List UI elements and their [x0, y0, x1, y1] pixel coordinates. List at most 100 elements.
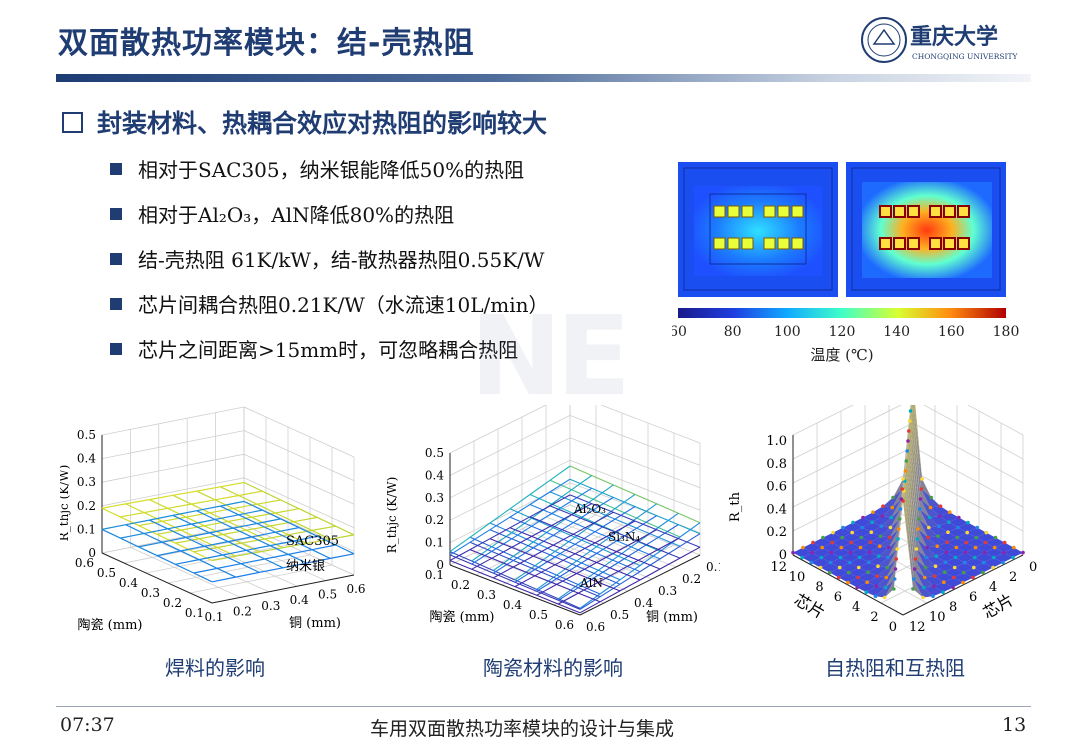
surface-marker: [966, 520, 970, 525]
y-tick-label: 2: [1009, 570, 1017, 585]
surface-marker: [869, 530, 874, 534]
surface-marker: [889, 515, 894, 520]
surface-marker: [887, 545, 891, 550]
thermal-map-right: [846, 162, 1006, 297]
surface-marker: [962, 570, 966, 575]
surface-patch: [927, 546, 947, 557]
surface-marker: [927, 525, 931, 530]
surface-patch: [842, 532, 862, 543]
x-tick-label: 0.5: [97, 566, 116, 580]
surface-marker: [922, 575, 927, 580]
surface-marker: [962, 560, 967, 565]
surface-patch: [1003, 547, 1023, 558]
surface-mesh-line: [101, 481, 245, 509]
surface-marker: [938, 504, 943, 508]
square-bullet-icon: [110, 253, 122, 265]
surface-marker: [880, 514, 884, 518]
surface-marker: [954, 545, 959, 550]
surface-marker: [908, 409, 913, 413]
surface-patch: [872, 516, 892, 527]
surface-mesh-line: [449, 465, 571, 553]
x-tick-label: 0.1: [425, 568, 444, 582]
surface-patch: [935, 562, 955, 573]
surface-marker: [857, 565, 861, 570]
grid-line: [449, 482, 571, 543]
surface-marker: [927, 515, 932, 520]
grid-line: [569, 437, 701, 489]
surface-marker: [1012, 545, 1016, 550]
surface-marker: [934, 554, 939, 558]
surface-marker: [875, 574, 879, 578]
surface-patch: [947, 537, 967, 548]
surface-patch: [967, 527, 987, 538]
surface-patch: [873, 506, 893, 517]
surface-mesh-line: [558, 524, 679, 601]
grid-line: [792, 446, 914, 508]
surface-marker: [920, 477, 924, 481]
surface-marker: [898, 507, 903, 511]
surface-patch: [849, 557, 869, 568]
x-tick-label: 4: [852, 600, 860, 615]
university-logo-en: CHONGQING UNIVERSITY: [912, 52, 1019, 61]
surface-marker: [859, 535, 864, 540]
surface-marker: [892, 587, 896, 591]
x-tick-label: 0.2: [163, 596, 182, 610]
grid-line: [912, 446, 1024, 508]
surface-marker: [870, 520, 874, 524]
surface-marker: [957, 515, 961, 520]
grid-line: [569, 459, 701, 511]
z-tick-label: 0.4: [77, 452, 96, 466]
surface-patch: [858, 572, 878, 583]
surface-patch: [867, 576, 887, 587]
surface-marker: [1002, 550, 1006, 555]
colorbar-tick-label: 60: [672, 324, 687, 340]
surface-marker: [932, 574, 937, 578]
surface-mesh-line: [493, 496, 614, 574]
surface-marker: [881, 504, 885, 508]
surface-marker: [982, 550, 987, 555]
surface-marker: [821, 535, 825, 540]
surface-patch: [857, 582, 877, 593]
surface-marker: [912, 567, 917, 571]
surface-patch: [859, 552, 879, 563]
x-axis-label: 陶瓷 (mm): [78, 617, 143, 633]
z-tick-label: 0.5: [77, 428, 96, 442]
z-tick-label: 0.3: [77, 475, 96, 489]
surface-marker: [867, 550, 872, 554]
surface-marker: [982, 560, 986, 565]
surface-marker: [876, 564, 880, 568]
series-label: AlN: [579, 576, 603, 590]
grid-line: [101, 477, 245, 507]
grid-line: [449, 405, 547, 454]
surface-marker: [873, 594, 878, 598]
surface-marker: [864, 590, 869, 594]
surface-patch: [869, 546, 889, 557]
colorbar-tick-label: 140: [883, 324, 910, 340]
surface-marker: [952, 565, 957, 570]
surface-marker: [928, 505, 933, 510]
surface-patch: [928, 536, 948, 547]
surface-mesh-line: [536, 503, 658, 590]
surface-marker: [942, 580, 946, 584]
surface-marker: [937, 524, 941, 528]
grid-line: [243, 406, 355, 458]
surface-patch: [802, 552, 822, 563]
surface-marker: [981, 570, 985, 575]
surface-patch: [904, 481, 924, 588]
surface-marker: [851, 520, 855, 525]
surface-marker: [953, 555, 958, 560]
surface-mesh-line: [514, 493, 636, 581]
grid-line: [600, 405, 701, 444]
surface-patch: [958, 522, 978, 533]
z-tick-label: 0.2: [766, 525, 787, 540]
surface-marker: [974, 535, 979, 540]
surface-marker: [841, 525, 845, 530]
section-heading: 封装材料、热耦合效应对热阻的影响较大: [62, 104, 547, 140]
colorbar-tick-label: 100: [774, 324, 801, 340]
surface-marker: [992, 545, 997, 550]
colorbar-tick-label: 160: [938, 324, 965, 340]
surface-patch: [993, 552, 1013, 563]
surface-patch: [963, 567, 983, 578]
y-tick-label: 12: [909, 620, 926, 635]
surface-marker: [848, 550, 853, 555]
